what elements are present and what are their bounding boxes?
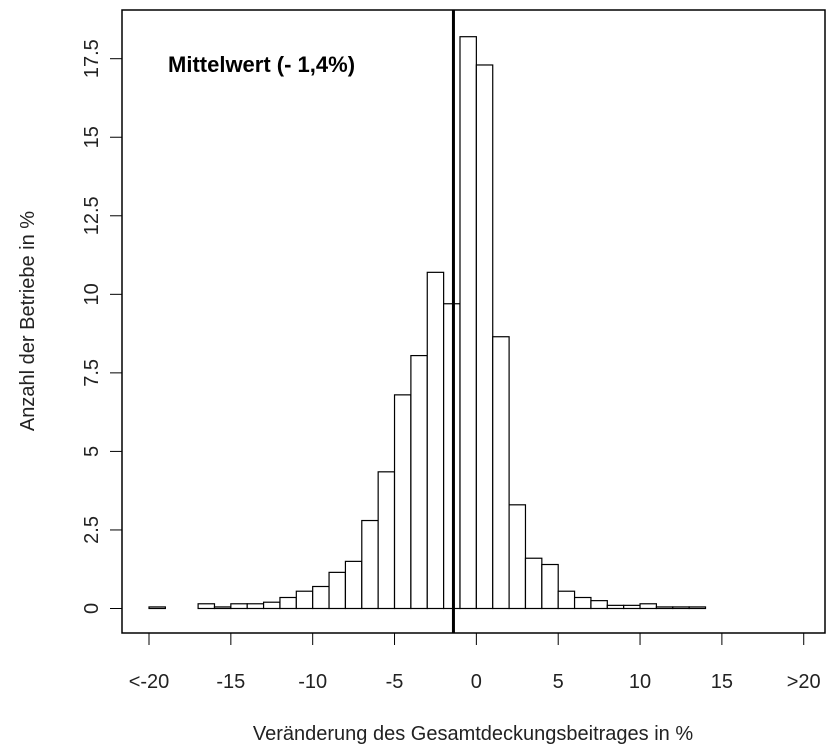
plot-frame (121, 9, 826, 634)
x-tick-label: 10 (629, 671, 651, 693)
bar (475, 64, 494, 610)
bar (672, 606, 690, 610)
x-tick-label: 15 (711, 671, 733, 693)
bar (328, 571, 347, 610)
bar (279, 596, 297, 610)
bar (197, 603, 216, 610)
bar (459, 36, 477, 610)
bar (688, 606, 707, 610)
y-tick-label: 12.5 (81, 196, 103, 235)
y-tick-label: 2.5 (81, 516, 103, 544)
x-axis-title: Veränderung des Gesamtdeckungsbeitrages … (253, 723, 693, 745)
bar (639, 603, 658, 610)
bar (590, 600, 608, 610)
y-tick-label: 5 (81, 446, 103, 457)
bar (606, 604, 625, 610)
x-tick-label: 5 (553, 671, 564, 693)
bar (344, 560, 363, 610)
y-tick-label: 7.5 (81, 359, 103, 387)
bar (377, 471, 396, 610)
bar (410, 354, 428, 610)
x-tick-label: 0 (471, 671, 482, 693)
bar (246, 603, 265, 610)
x-tick-label: -15 (216, 671, 245, 693)
x-tick-label: >20 (787, 671, 821, 693)
bar (573, 596, 592, 610)
bar (443, 303, 461, 610)
bar (508, 504, 527, 610)
bar (393, 394, 412, 610)
annotation: Mittelwert (- 1,4%) (168, 52, 355, 77)
bar (557, 590, 576, 610)
bar (623, 604, 641, 610)
y-tick-label: 15 (81, 126, 103, 148)
bar (312, 585, 330, 610)
y-tick-label: 17.5 (81, 39, 103, 78)
bar (295, 590, 314, 610)
x-tick-label: -10 (298, 671, 327, 693)
x-tick-label: <-20 (129, 671, 170, 693)
bar (492, 336, 510, 610)
bar (148, 606, 166, 610)
bar (541, 563, 559, 610)
y-axis-title: Anzahl der Betriebe in % (17, 211, 39, 431)
bar (213, 606, 232, 610)
bar (426, 271, 445, 610)
bar (524, 557, 543, 610)
bar (361, 519, 379, 610)
x-tick-label: -5 (386, 671, 404, 693)
bar (655, 606, 674, 610)
y-tick-label: 0 (81, 603, 103, 614)
bar (230, 603, 248, 610)
bar (262, 601, 281, 610)
y-tick-label: 10 (81, 283, 103, 305)
